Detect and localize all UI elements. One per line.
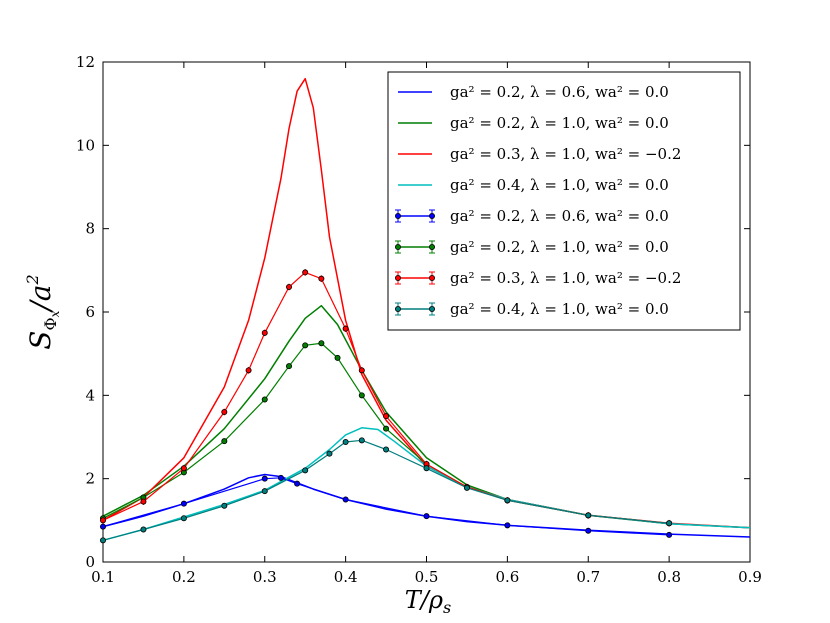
legend-marker xyxy=(428,305,435,312)
data-point xyxy=(261,488,268,495)
data-point xyxy=(358,392,365,399)
data-point xyxy=(286,283,293,290)
data-point xyxy=(358,367,365,374)
data-point xyxy=(100,517,107,524)
data-point xyxy=(342,496,349,503)
legend-frame xyxy=(387,71,741,331)
legend-label: ga² = 0.2, λ = 1.0, wa² = 0.0 xyxy=(450,114,669,132)
x-tick-label: 0.8 xyxy=(657,568,681,586)
data-point xyxy=(318,340,325,347)
data-point xyxy=(383,425,390,432)
data-point xyxy=(180,515,187,522)
data-point xyxy=(245,367,252,374)
data-point xyxy=(261,475,268,482)
y-tick-label: 8 xyxy=(85,220,95,238)
data-point xyxy=(261,396,268,403)
legend-items: ga² = 0.2, λ = 0.6, wa² = 0.0 ga² = 0.2, … xyxy=(394,83,681,318)
y-tick-label: 12 xyxy=(76,53,95,71)
data-point xyxy=(423,513,430,520)
data-point xyxy=(180,465,187,472)
errorbar-line-0 xyxy=(102,477,670,536)
data-point xyxy=(358,437,365,444)
legend-marker xyxy=(428,274,435,281)
data-point xyxy=(100,537,107,544)
data-point xyxy=(221,438,228,445)
data-point xyxy=(221,502,228,509)
data-point xyxy=(180,500,187,507)
x-tick-label: 0.6 xyxy=(495,568,519,586)
markers-layer xyxy=(100,269,673,544)
legend-marker xyxy=(394,243,401,250)
data-point xyxy=(294,480,301,487)
data-point xyxy=(383,446,390,453)
data-point xyxy=(504,497,511,504)
legend-label: ga² = 0.3, λ = 1.0, wa² = −0.2 xyxy=(450,145,681,163)
y-tick-label: 6 xyxy=(85,303,95,321)
legend-marker xyxy=(428,212,435,219)
data-point xyxy=(261,329,268,336)
x-tick-label: 0.5 xyxy=(415,568,439,586)
y-tick-label: 0 xyxy=(85,553,95,571)
data-point xyxy=(318,275,325,282)
ticks-layer: 0.1 0.2 0.3 0.4 0.5 0.6 0.7 0.8 0.9 0 2 4 6 8 10 12 xyxy=(76,53,762,586)
data-point xyxy=(334,354,341,361)
data-point xyxy=(666,531,673,538)
legend-label: ga² = 0.2, λ = 0.6, wa² = 0.0 xyxy=(450,83,669,101)
legend-label: ga² = 0.2, λ = 1.0, wa² = 0.0 xyxy=(450,238,669,256)
x-axis-label: T/ρs xyxy=(405,586,451,617)
data-point xyxy=(423,465,430,472)
legend-label: ga² = 0.3, λ = 1.0, wa² = −0.2 xyxy=(450,269,681,287)
legend-label: ga² = 0.4, λ = 1.0, wa² = 0.0 xyxy=(450,300,669,318)
data-point xyxy=(286,363,293,370)
data-point xyxy=(302,342,309,349)
data-point xyxy=(342,438,349,445)
data-point xyxy=(504,522,511,529)
data-point xyxy=(666,520,673,527)
data-point xyxy=(585,527,592,534)
data-point xyxy=(585,512,592,519)
data-point xyxy=(326,450,333,457)
data-point xyxy=(383,413,390,420)
legend-label: ga² = 0.2, λ = 0.6, wa² = 0.0 xyxy=(450,207,669,225)
legend-marker xyxy=(394,305,401,312)
legend-label: ga² = 0.4, λ = 1.0, wa² = 0.0 xyxy=(450,176,669,194)
x-tick-label: 0.3 xyxy=(253,568,277,586)
x-tick-label: 0.4 xyxy=(334,568,358,586)
data-point xyxy=(100,523,107,530)
data-point xyxy=(342,325,349,332)
data-point xyxy=(302,467,309,474)
y-axis-label: SΦx/a2 xyxy=(23,274,62,349)
data-point xyxy=(463,484,470,491)
data-point xyxy=(140,526,147,533)
x-tick-label: 0.1 xyxy=(91,568,115,586)
y-tick-label: 4 xyxy=(85,386,95,404)
data-point xyxy=(221,408,228,415)
x-tick-label: 0.9 xyxy=(738,568,762,586)
legend-marker xyxy=(428,243,435,250)
y-tick-label: 10 xyxy=(76,136,95,154)
x-tick-label: 0.7 xyxy=(576,568,600,586)
data-point xyxy=(140,498,147,505)
legend-marker xyxy=(394,274,401,281)
data-point xyxy=(277,474,284,481)
legend-marker xyxy=(394,212,401,219)
y-tick-label: 2 xyxy=(85,470,95,488)
data-point xyxy=(302,269,309,276)
legend: ga² = 0.2, λ = 0.6, wa² = 0.0 ga² = 0.2, … xyxy=(387,71,741,331)
x-tick-label: 0.2 xyxy=(172,568,196,586)
